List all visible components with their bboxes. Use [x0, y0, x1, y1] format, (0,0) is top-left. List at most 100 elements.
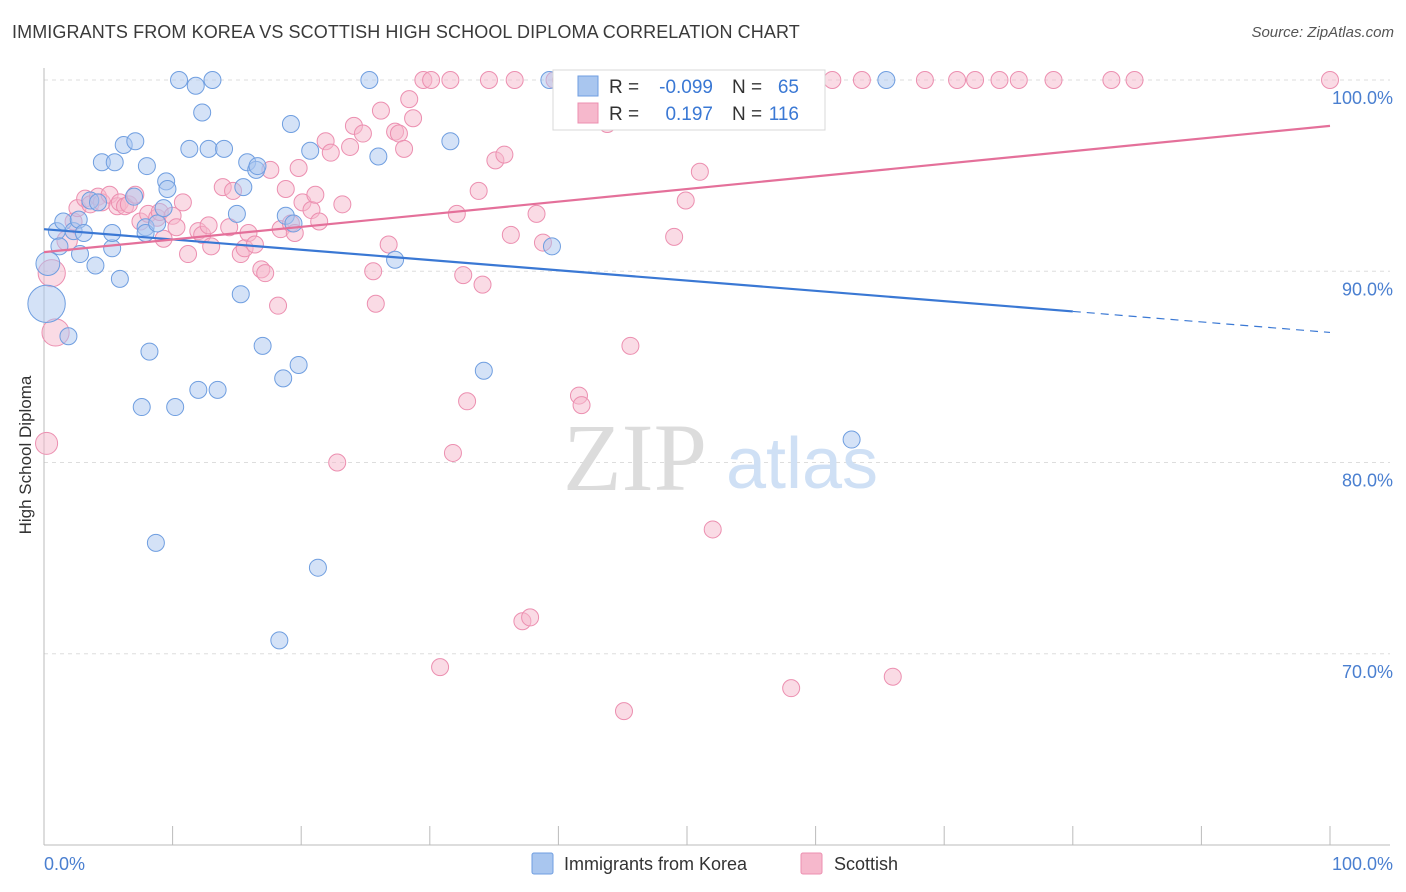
scottish-points — [35, 71, 1339, 721]
scottish-trend-line — [43, 124, 1331, 254]
scottish-point — [441, 71, 460, 89]
scottish-point — [473, 275, 492, 294]
korea-point — [89, 193, 108, 212]
scottish-point — [328, 453, 347, 472]
korea-point — [50, 237, 69, 256]
stats-legend: R = -0.099 N = 65 R = 0.197 N = 116 — [552, 69, 826, 131]
scottish-point — [572, 396, 591, 415]
scottish-point — [306, 185, 325, 204]
stats-swatch-korea — [577, 75, 599, 97]
stats-n-label: N = — [732, 77, 762, 98]
scottish-point — [782, 679, 801, 698]
korea-point — [248, 157, 267, 176]
watermark-zip: ZIP — [563, 404, 707, 511]
korea-point — [542, 237, 561, 256]
scottish-point — [310, 212, 329, 231]
korea-point — [189, 380, 208, 399]
scottish-point — [966, 71, 985, 89]
scottish-point — [422, 71, 441, 89]
korea-point — [137, 157, 156, 176]
x-tick-label: 100.0% — [1332, 854, 1393, 874]
scottish-point — [269, 296, 288, 315]
scottish-point — [341, 137, 360, 156]
scottish-point — [395, 139, 414, 158]
scottish-point — [915, 71, 934, 89]
korea-point — [289, 355, 308, 374]
korea-point — [180, 139, 199, 158]
stats-r-value: -0.099 — [659, 77, 713, 98]
scottish-point — [521, 608, 540, 627]
korea-point — [140, 342, 159, 361]
korea-point — [215, 139, 234, 158]
scottish-point — [505, 71, 524, 89]
korea-point — [132, 398, 151, 417]
trend-lines — [43, 124, 1331, 334]
legend-swatch-scottish — [800, 852, 823, 875]
korea-point — [199, 139, 218, 158]
scottish-point — [35, 431, 59, 455]
y-tick-label: 70.0% — [1342, 662, 1393, 682]
scottish-point — [353, 124, 372, 143]
korea-point — [103, 224, 122, 242]
stats-n-label: N = — [732, 104, 762, 125]
scottish-point — [371, 101, 390, 120]
korea-trend-line — [43, 228, 1073, 313]
tick-labels: 70.0% 80.0% 90.0% 100.0% 0.0% 100.0% — [44, 88, 1393, 874]
scottish-point — [179, 245, 198, 264]
korea-point — [227, 204, 246, 223]
scottish-point — [1125, 71, 1144, 89]
korea-point — [441, 132, 460, 151]
legend-label-scottish: Scottish — [834, 854, 898, 874]
scottish-point — [614, 702, 633, 721]
scottish-point — [479, 71, 498, 89]
korea-point — [126, 132, 145, 151]
korea-point — [231, 285, 250, 304]
korea-point — [146, 533, 165, 552]
korea-point — [166, 398, 185, 417]
korea-point — [148, 214, 167, 233]
scottish-point — [495, 145, 514, 164]
legend-swatch-korea — [531, 852, 554, 875]
scottish-point — [202, 237, 221, 256]
scottish-point — [379, 235, 398, 254]
y-tick-label: 90.0% — [1342, 279, 1393, 299]
korea-point — [110, 269, 129, 288]
axes — [43, 68, 1390, 846]
scottish-point — [852, 71, 871, 89]
legend-label-korea: Immigrants from Korea — [564, 854, 748, 874]
korea-point — [284, 214, 303, 233]
korea-point — [308, 558, 327, 577]
scottish-point — [333, 195, 352, 214]
scottish-point — [447, 204, 466, 223]
korea-point — [193, 103, 212, 122]
scottish-point — [289, 158, 308, 177]
scottish-point — [1321, 71, 1339, 89]
scottish-point — [948, 71, 967, 89]
stats-r-value: 0.197 — [665, 104, 713, 125]
scottish-point — [389, 124, 408, 143]
scottish-point — [220, 218, 239, 237]
scottish-point — [256, 264, 275, 283]
korea-trend-extension — [1072, 310, 1331, 334]
korea-point — [369, 147, 388, 166]
korea-point — [877, 71, 896, 89]
korea-point — [105, 153, 124, 172]
korea-point — [203, 71, 222, 89]
korea-point — [234, 178, 253, 197]
stats-r-label: R = — [609, 77, 639, 98]
korea-point — [27, 284, 66, 323]
watermark: ZIP atlas — [563, 404, 878, 511]
scottish-point — [431, 658, 450, 677]
korea-point — [386, 250, 405, 269]
scottish-point — [990, 71, 1009, 89]
korea-point — [301, 141, 320, 160]
korea-point — [360, 71, 379, 89]
scottish-point — [276, 180, 295, 199]
korea-point — [281, 114, 300, 133]
scottish-point — [1044, 71, 1063, 89]
scottish-point — [167, 218, 186, 237]
scottish-point — [458, 392, 477, 411]
korea-point — [274, 369, 293, 388]
scottish-point — [173, 193, 192, 212]
